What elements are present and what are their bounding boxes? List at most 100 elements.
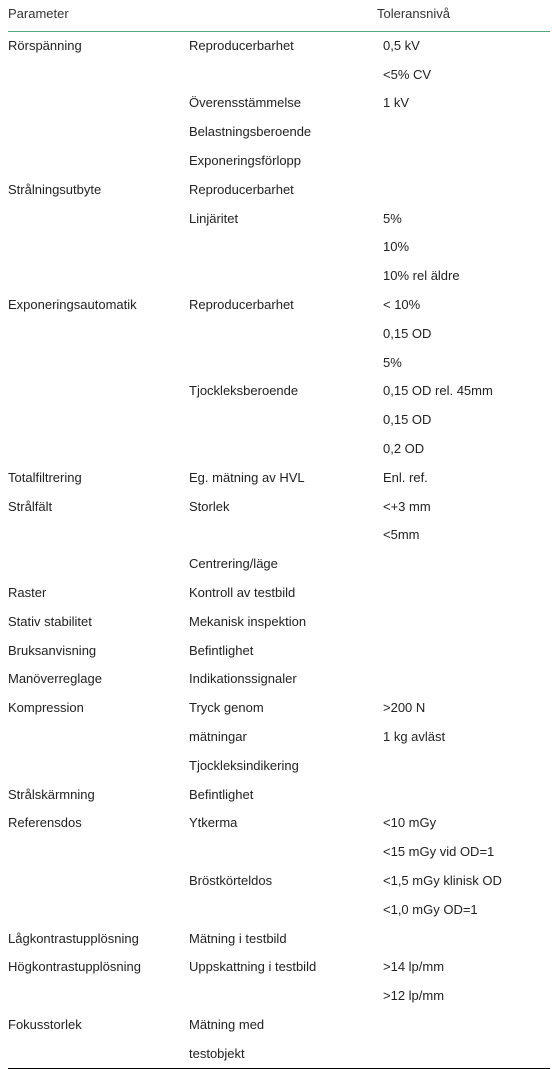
cell-tolerance: <10 mGy	[377, 809, 550, 838]
cell-tolerance	[377, 637, 550, 666]
cell-tolerance: 0,15 OD rel. 45mm	[377, 377, 550, 406]
cell-tolerance: <15 mGy vid OD=1	[377, 838, 550, 867]
table-row: Linjäritet 5%	[8, 205, 550, 234]
cell-subparameter: Indikationssignaler	[189, 665, 377, 694]
cell-subparameter: Mekanisk inspektion	[189, 608, 377, 637]
table-row: BruksanvisningBefintlighet	[8, 637, 550, 666]
cell-subparameter	[189, 435, 377, 464]
cell-parameter: Kompression	[8, 694, 189, 723]
cell-subparameter: Centrering/läge	[189, 550, 377, 579]
cell-parameter: Strålfält	[8, 493, 189, 522]
table-row: 0,2 OD	[8, 435, 550, 464]
table-row: KompressionTryck genom>200 N	[8, 694, 550, 723]
table-row: ReferensdosYtkerma<10 mGy	[8, 809, 550, 838]
table-row: Överensstämmelse 1 kV	[8, 89, 550, 118]
cell-parameter	[8, 838, 189, 867]
table-row: mätningar 1 kg avläst	[8, 723, 550, 752]
cell-tolerance: 5%	[377, 349, 550, 378]
cell-parameter: Lågkontrastupplösning	[8, 925, 189, 954]
cell-subparameter: Tryck genom	[189, 694, 377, 723]
cell-tolerance: < 10%	[377, 291, 550, 320]
table-row: StrålningsutbyteReproducerbarhet	[8, 176, 550, 205]
cell-parameter: Högkontrastupplösning	[8, 953, 189, 982]
table-row: <15 mGy vid OD=1	[8, 838, 550, 867]
cell-parameter: Strålningsutbyte	[8, 176, 189, 205]
cell-subparameter	[189, 838, 377, 867]
cell-tolerance: <1,5 mGy klinisk OD	[377, 867, 550, 896]
cell-subparameter: Mätning med	[189, 1011, 377, 1040]
cell-parameter: Fokusstorlek	[8, 1011, 189, 1040]
cell-parameter: Totalfiltrering	[8, 464, 189, 493]
cell-parameter	[8, 521, 189, 550]
cell-parameter	[8, 233, 189, 262]
cell-subparameter: Tjockleksberoende	[189, 377, 377, 406]
table-row: RörspänningReproducerbarhet 0,5 kV	[8, 31, 550, 60]
cell-subparameter: Reproducerbarhet	[189, 176, 377, 205]
cell-tolerance: <1,0 mGy OD=1	[377, 896, 550, 925]
cell-tolerance: 10%	[377, 233, 550, 262]
cell-subparameter: Mätning i testbild	[189, 925, 377, 954]
cell-tolerance	[377, 550, 550, 579]
spec-table: Parameter Toleransnivå RörspänningReprod…	[8, 0, 550, 1069]
cell-parameter	[8, 262, 189, 291]
cell-tolerance: 1 kg avläst	[377, 723, 550, 752]
cell-tolerance: <5% CV	[377, 61, 550, 90]
cell-parameter	[8, 1040, 189, 1069]
cell-tolerance	[377, 1040, 550, 1069]
table-row: <1,0 mGy OD=1	[8, 896, 550, 925]
header-parameter: Parameter	[8, 0, 189, 31]
cell-subparameter	[189, 896, 377, 925]
cell-subparameter	[189, 61, 377, 90]
cell-subparameter: Uppskattning i testbild	[189, 953, 377, 982]
table-row: 0,15 OD	[8, 320, 550, 349]
cell-parameter	[8, 61, 189, 90]
table-row: StrålskärmningBefintlighet	[8, 781, 550, 810]
cell-parameter	[8, 147, 189, 176]
table-row: Centrering/läge	[8, 550, 550, 579]
cell-parameter	[8, 550, 189, 579]
cell-parameter: Manöverreglage	[8, 665, 189, 694]
cell-tolerance	[377, 608, 550, 637]
table-row: Tjockleksindikering	[8, 752, 550, 781]
cell-parameter	[8, 118, 189, 147]
cell-tolerance: 0,15 OD	[377, 320, 550, 349]
cell-subparameter: Eg. mätning av HVL	[189, 464, 377, 493]
cell-subparameter: Reproducerbarhet	[189, 291, 377, 320]
cell-subparameter	[189, 233, 377, 262]
cell-tolerance: >200 N	[377, 694, 550, 723]
table-row: <5mm	[8, 521, 550, 550]
table-row: Stativ stabilitetMekanisk inspektion	[8, 608, 550, 637]
table-header-row: Parameter Toleransnivå	[8, 0, 550, 31]
table-row: 10% rel äldre	[8, 262, 550, 291]
table-row: LågkontrastupplösningMätning i testbild	[8, 925, 550, 954]
cell-subparameter: Befintlighet	[189, 637, 377, 666]
table-row: Tjockleksberoende 0,15 OD rel. 45mm	[8, 377, 550, 406]
cell-tolerance: <+3 mm	[377, 493, 550, 522]
cell-tolerance: 0,2 OD	[377, 435, 550, 464]
cell-parameter	[8, 867, 189, 896]
cell-tolerance: <5mm	[377, 521, 550, 550]
cell-parameter	[8, 723, 189, 752]
table-row: >12 lp/mm	[8, 982, 550, 1011]
header-blank	[189, 0, 377, 31]
cell-subparameter	[189, 982, 377, 1011]
cell-subparameter: Bröstkörteldos	[189, 867, 377, 896]
cell-tolerance	[377, 1011, 550, 1040]
cell-parameter	[8, 752, 189, 781]
cell-tolerance	[377, 147, 550, 176]
cell-subparameter: Belastningsberoende	[189, 118, 377, 147]
cell-parameter	[8, 349, 189, 378]
table-row: ManöverreglageIndikationssignaler	[8, 665, 550, 694]
cell-parameter	[8, 320, 189, 349]
table-row: Belastningsberoende	[8, 118, 550, 147]
table-row: 5%	[8, 349, 550, 378]
cell-subparameter	[189, 320, 377, 349]
cell-parameter	[8, 406, 189, 435]
table-row: Exponeringsförlopp	[8, 147, 550, 176]
cell-tolerance	[377, 118, 550, 147]
cell-subparameter: testobjekt	[189, 1040, 377, 1069]
table-row: FokusstorlekMätning med	[8, 1011, 550, 1040]
table-row: 10%	[8, 233, 550, 262]
cell-parameter: Referensdos	[8, 809, 189, 838]
cell-subparameter: mätningar	[189, 723, 377, 752]
